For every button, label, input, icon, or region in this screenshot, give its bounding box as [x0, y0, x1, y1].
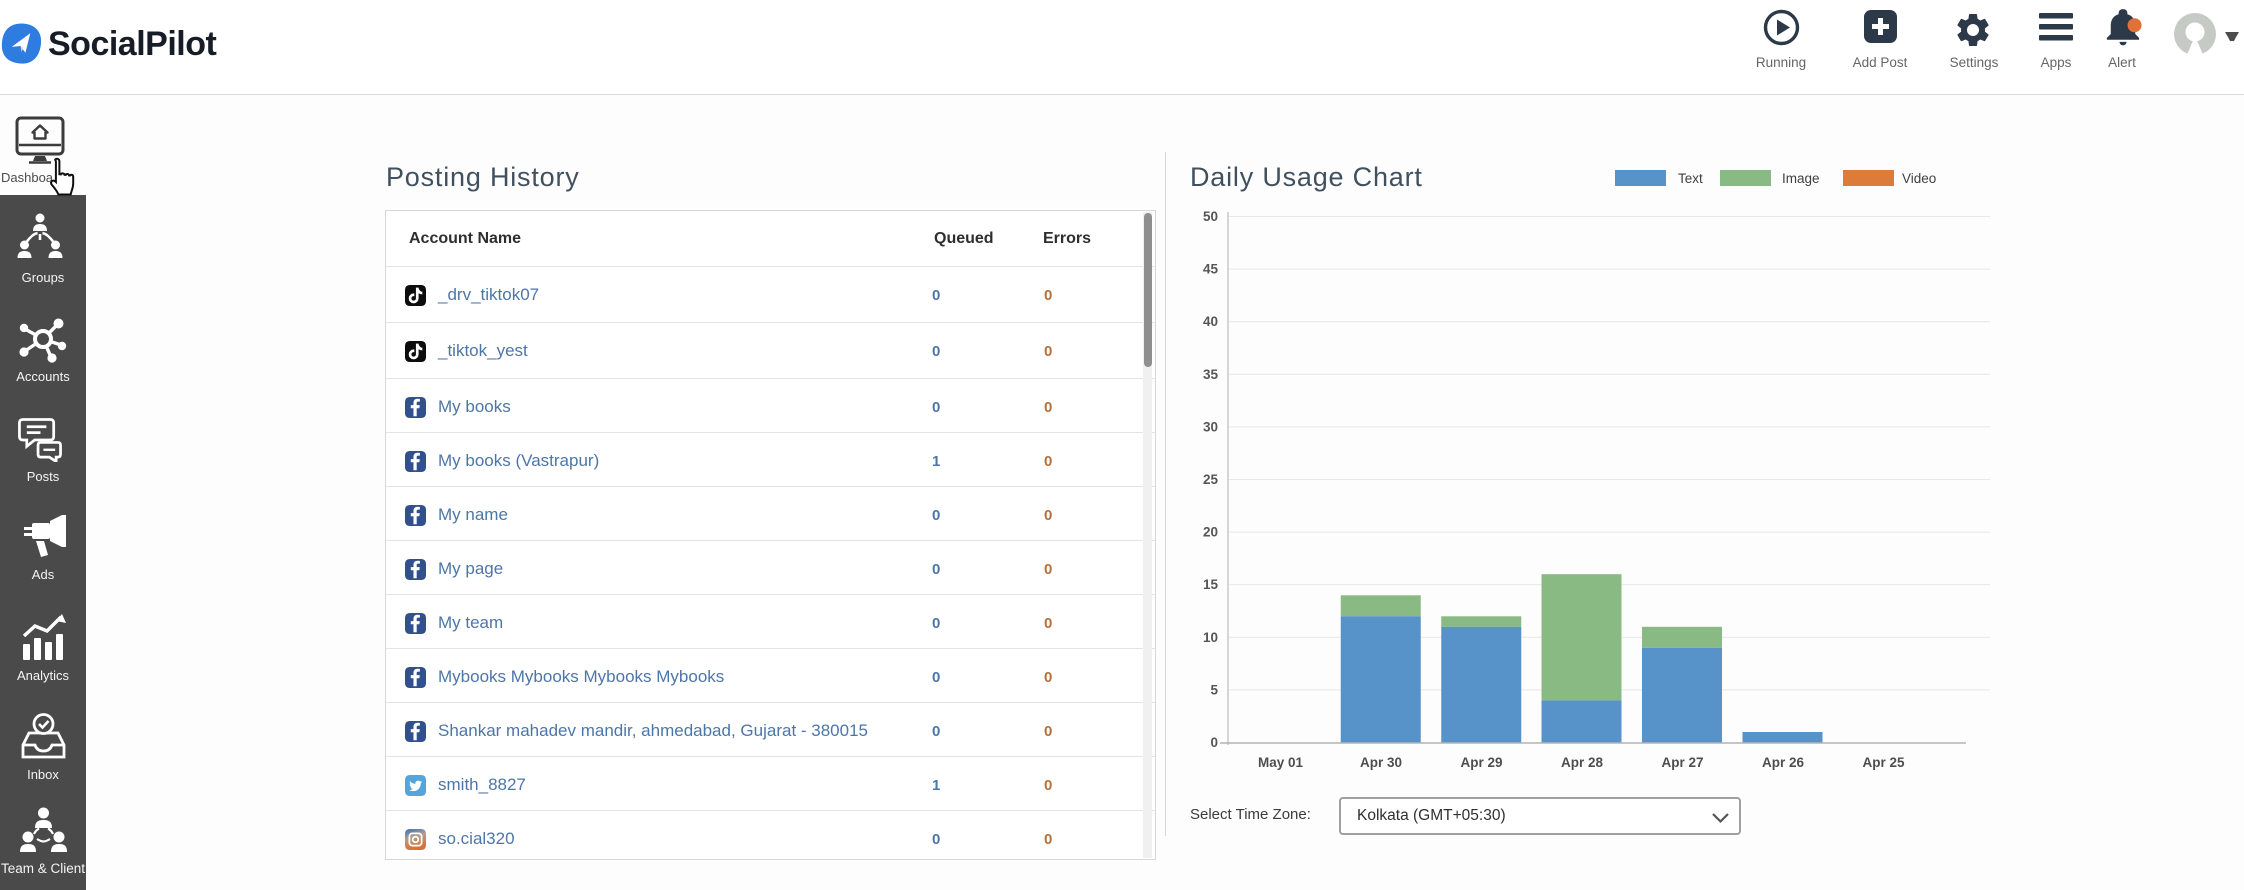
svg-text:20: 20: [1203, 525, 1218, 540]
svg-text:30: 30: [1203, 419, 1218, 434]
svg-text:35: 35: [1203, 367, 1219, 382]
svg-text:5: 5: [1210, 682, 1218, 697]
svg-text:0: 0: [1210, 735, 1218, 750]
svg-text:40: 40: [1203, 314, 1218, 329]
svg-text:15: 15: [1203, 577, 1219, 592]
svg-text:Apr 25: Apr 25: [1862, 755, 1905, 770]
svg-text:Apr 29: Apr 29: [1460, 755, 1502, 770]
svg-text:Apr 28: Apr 28: [1561, 755, 1604, 770]
svg-text:45: 45: [1203, 262, 1219, 277]
svg-text:50: 50: [1203, 209, 1218, 224]
svg-text:May 01: May 01: [1258, 755, 1304, 770]
svg-text:10: 10: [1203, 630, 1218, 645]
svg-text:Apr 30: Apr 30: [1360, 755, 1402, 770]
svg-text:25: 25: [1203, 472, 1219, 487]
svg-text:Apr 27: Apr 27: [1661, 755, 1703, 770]
svg-text:Apr 26: Apr 26: [1762, 755, 1805, 770]
